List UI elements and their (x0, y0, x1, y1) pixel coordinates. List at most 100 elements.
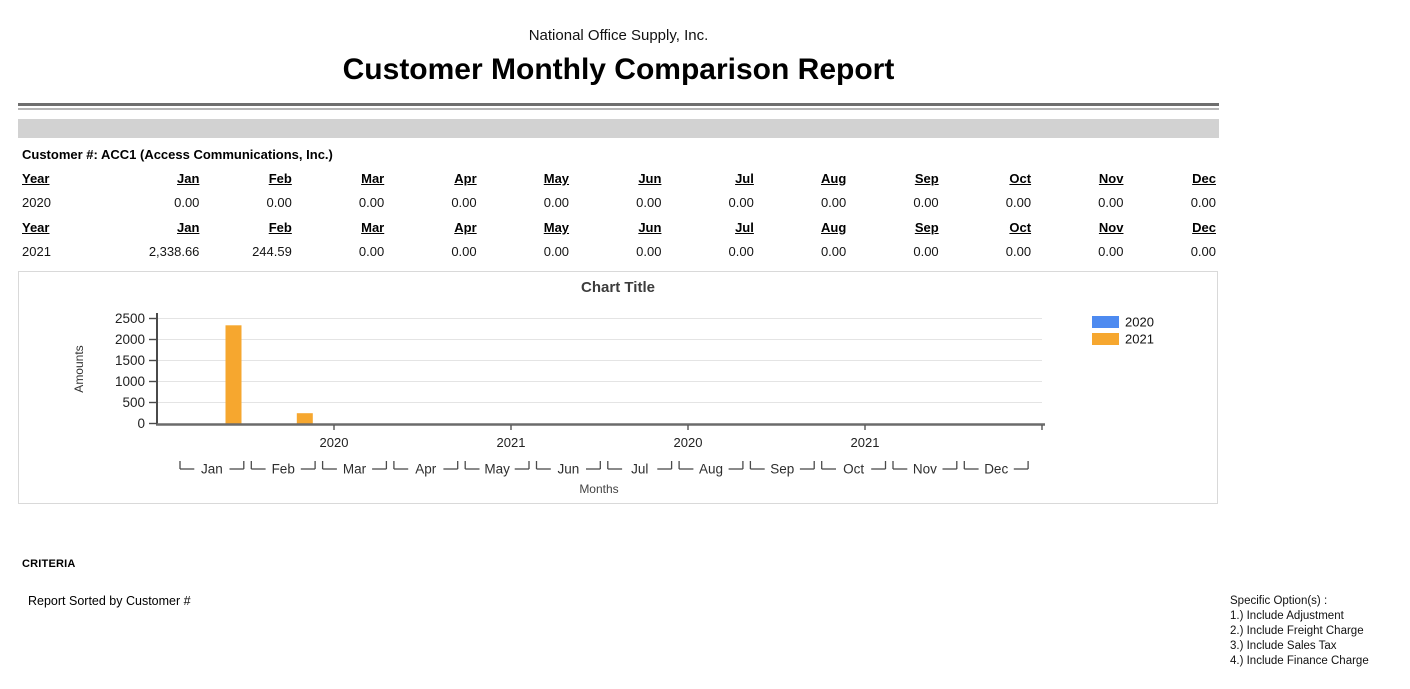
y-tick-label: 2000 (115, 332, 145, 347)
legend-swatch-2020 (1092, 316, 1119, 328)
month-header-cell: Jun (569, 215, 661, 240)
value-cell: 0.00 (174, 195, 200, 211)
header-label: Jan (177, 170, 200, 186)
value-cell: 0.00 (543, 244, 570, 260)
header-label: Jun (638, 219, 662, 235)
month-header-cell: Dec (1123, 215, 1216, 240)
customer-line: Customer #: ACC1 (Access Communications,… (22, 147, 333, 162)
header-label: Year (22, 170, 50, 186)
month-header-cell: Jan (107, 166, 199, 191)
month-label: Nov (913, 462, 937, 477)
value-cell: 244.59 (252, 244, 292, 260)
option-line: 4.) Include Finance Charge (1230, 655, 1369, 667)
y-tick-label: 2500 (115, 311, 145, 326)
year-header-cell: Year (18, 166, 107, 191)
header-label: Aug (820, 170, 847, 186)
header-label: Jul (735, 170, 754, 186)
month-header-cell: Aug (754, 166, 846, 191)
header-label: Oct (1009, 170, 1032, 186)
value-cell: 0.00 (358, 244, 385, 260)
month-label: Jun (558, 462, 580, 477)
company-name: National Office Supply, Inc. (528, 27, 709, 44)
monthly-comparison-chart: 0 500 1000 1500 2000 2500 2020 2021 2020 2021 Jan F… (72, 279, 1154, 496)
page-title: Customer Monthly Comparison Report (342, 53, 895, 86)
month-label: Oct (843, 462, 864, 477)
month-header-cell: Oct (939, 166, 1031, 191)
value-cell: 0.00 (543, 195, 570, 211)
header-label: May (543, 219, 570, 235)
header-label: Nov (1098, 170, 1124, 186)
table-header-row: Year Jan Feb Mar Apr May Jun Jul Aug Sep Oct Nov Dec (18, 215, 1216, 240)
comparison-table: Year Jan Feb Mar Apr May Jun Jul Aug Sep Oct Nov Dec… (18, 166, 1216, 264)
month-header-cell: Mar (292, 215, 384, 240)
month-header-cell: Jul (661, 215, 754, 240)
value-cell: 0.00 (728, 195, 754, 211)
table-data-row: 2021 2,338.66 244.59 0.00 0.00 0.00 0.00 0.00 0.… (18, 240, 1216, 265)
month-label: Jul (631, 462, 648, 477)
month-label: Mar (343, 462, 367, 477)
month-header-cell: Apr (384, 166, 476, 191)
header-label: Nov (1098, 219, 1124, 235)
header-label: Year (22, 219, 50, 235)
header-label: May (543, 170, 570, 186)
value-cell: 0.00 (1098, 195, 1124, 211)
month-header-cell: Feb (199, 215, 292, 240)
criteria-label: CRITERIA (22, 558, 76, 570)
month-header-cell: Mar (292, 166, 384, 191)
value-cell: 2,338.66 (148, 244, 200, 260)
header-rule-dark (18, 103, 1219, 106)
month-label: Dec (984, 462, 1008, 477)
month-label: Sep (770, 462, 794, 477)
month-header-cell: May (477, 166, 569, 191)
year-header-cell: Year (18, 215, 107, 240)
month-header-cell: Jan (107, 215, 199, 240)
table-data-row: 2020 0.00 0.00 0.00 0.00 0.00 0.00 0.00 0.00 0.00… (18, 191, 1216, 216)
month-header-cell: Apr (384, 215, 476, 240)
specific-options-title: Specific Option(s) : (1230, 595, 1328, 607)
value-cell: 0.00 (451, 195, 477, 211)
header-label: Mar (361, 219, 385, 235)
sorted-by-text: Report Sorted by Customer # (28, 594, 191, 608)
legend-swatch-2021 (1092, 333, 1119, 345)
value-cell: 0.00 (266, 195, 292, 211)
section-band (18, 119, 1219, 138)
month-header-cell: Feb (199, 166, 292, 191)
header-label: Feb (268, 219, 292, 235)
specific-options-block: Specific Option(s) : 1.) Include Adjustm… (1230, 594, 1369, 669)
header-label: Apr (454, 219, 477, 235)
option-line: 1.) Include Adjustment (1230, 610, 1344, 622)
year-cell: 2020 (22, 195, 51, 211)
value-cell: 0.00 (913, 195, 939, 211)
value-cell: 0.00 (451, 244, 477, 260)
y-tick-label: 1000 (115, 374, 145, 389)
header-label: Oct (1009, 219, 1032, 235)
month-label: Jan (201, 462, 223, 477)
x-year-label: 2020 (674, 435, 703, 450)
value-cell: 0.00 (1005, 244, 1032, 260)
header-label: Jun (638, 170, 662, 186)
header-label: Aug (820, 219, 847, 235)
comparison-table-body: Year Jan Feb Mar Apr May Jun Jul Aug Sep Oct Nov Dec… (18, 166, 1216, 264)
header-label: Dec (1192, 170, 1216, 186)
option-line: 2.) Include Freight Charge (1230, 625, 1364, 637)
chart-box: 0 500 1000 1500 2000 2500 2020 2021 2020 2021 Jan F… (18, 271, 1218, 504)
header-label: Mar (361, 170, 385, 186)
month-header-cell: Sep (846, 215, 939, 240)
header-label: Apr (454, 170, 477, 186)
header-label: Sep (914, 219, 939, 235)
value-cell: 0.00 (636, 195, 662, 211)
y-axis-title: Amounts (72, 345, 86, 392)
table-header-row: Year Jan Feb Mar Apr May Jun Jul Aug Sep Oct Nov Dec (18, 166, 1216, 191)
month-header-cell: May (477, 215, 569, 240)
legend-label: 2020 (1125, 315, 1154, 330)
comparison-table-wrap: Year Jan Feb Mar Apr May Jun Jul Aug Sep Oct Nov Dec… (18, 166, 1218, 264)
y-tick-label: 500 (122, 395, 145, 410)
header-label: Dec (1192, 219, 1216, 235)
value-cell: 0.00 (728, 244, 754, 260)
month-header-cell: Dec (1123, 166, 1216, 191)
year-cell: 2021 (22, 244, 51, 260)
header-label: Feb (268, 170, 292, 186)
x-year-label: 2021 (851, 435, 880, 450)
x-year-label: 2021 (497, 435, 526, 450)
